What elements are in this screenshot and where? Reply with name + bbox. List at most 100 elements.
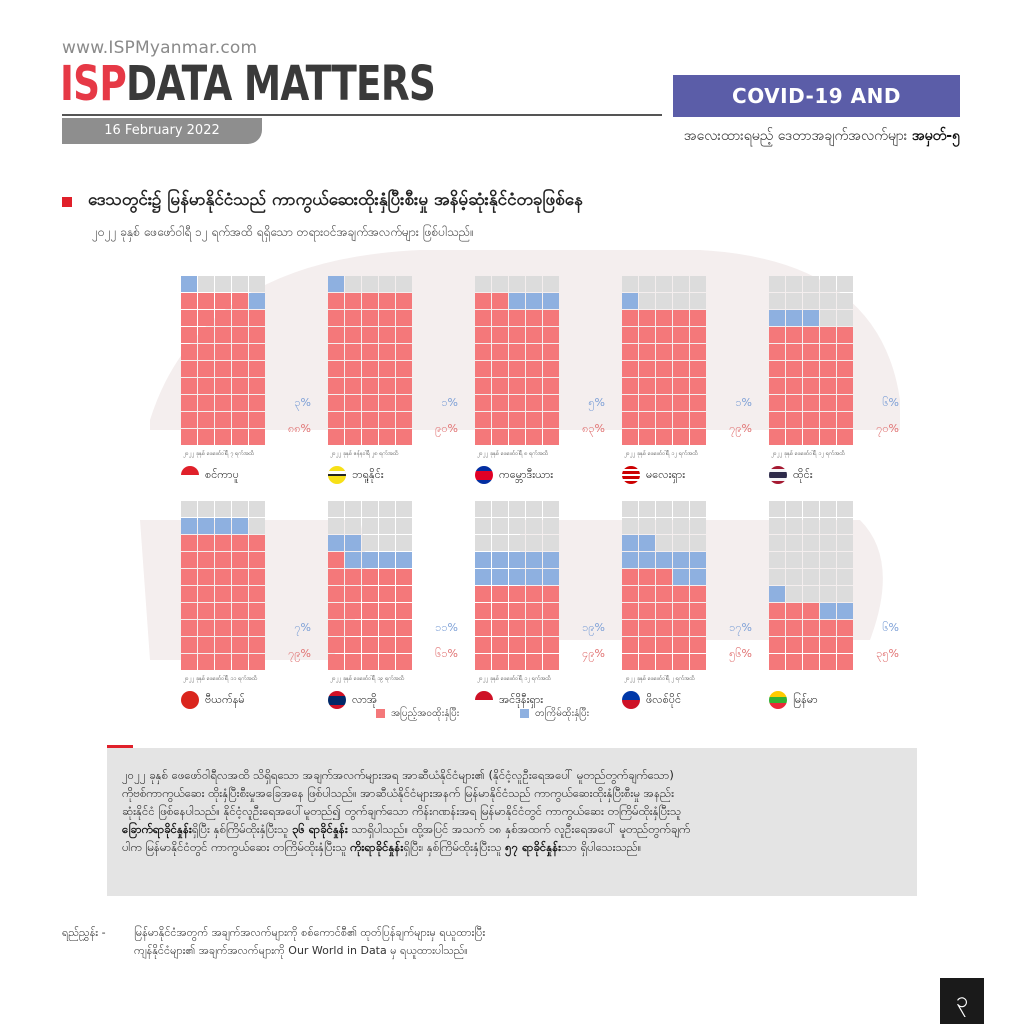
waffle-cell-full [328,429,344,445]
waffle-cell-full [198,586,214,602]
waffle-cell-full [492,429,508,445]
waffle-cell-full [249,412,265,428]
waffle-cell-full [475,395,491,411]
series-number: အမှတ်-၅ [911,128,960,144]
waffle-cell-full [215,378,231,394]
waffle-cell-full [475,654,491,670]
waffle-cell-partial [181,276,197,292]
partial-percent-label: ၁၁% [435,621,458,634]
waffle-cell-partial [543,552,559,568]
full-percent-label: ၃၅% [876,647,899,660]
waffle-cell-full [656,310,672,326]
waffle-cell-partial [345,535,361,551]
waffle-cell-full [396,395,412,411]
waffle-grid [622,276,706,445]
legend-full-swatch [376,709,385,718]
waffle-cell-full [232,429,248,445]
legend-partial-swatch [520,709,529,718]
waffle-cell-full [803,637,819,653]
waffle-cell-empty [786,518,802,534]
waffle-cell-full [837,378,853,394]
waffle-cell-empty [837,293,853,309]
source-label: ရည်ညွှန်း - [62,926,106,939]
note-end-2: သာ ရှိပါသေးသည်။ [561,840,642,854]
waffle-cell-empty [543,501,559,517]
waffle-cell-full [345,378,361,394]
waffle-cell-full [622,327,638,343]
waffle-cell-full [215,637,231,653]
partial-percent-label: ၆% [882,396,899,409]
waffle-cell-full [492,310,508,326]
site-url[interactable]: www.ISPMyanmar.com [62,38,258,58]
waffle-cell-full [639,586,655,602]
waffle-cell-empty [673,518,689,534]
waffle-cell-full [181,603,197,619]
waffle-cell-full [526,620,542,636]
country-name: ကမ္ဘောဒီးယား [499,468,554,481]
waffle-cell-empty [820,293,836,309]
waffle-cell-full [673,344,689,360]
myanmar-flag-icon [769,691,787,709]
waffle-cell-full [837,361,853,377]
country-panel: ၆% ၇၀% ၂၀၂၂ ခုနှစ် ဖေဖော်ဝါရီ ၁၂ ရက်အထိ ထို… [769,276,899,486]
note-mid-1: ရှိပြီး နှစ်ကြိမ်ထိုးနှံပြီးသူ [191,822,289,836]
waffle-cell-full [509,637,525,653]
waffle-cell-empty [786,552,802,568]
series-subtitle: အလေးထားရမည့် ဒေတာအချက်အလက်များ အမှတ်-၅ [590,126,960,147]
waffle-cell-full [249,637,265,653]
waffle-cell-full [673,586,689,602]
waffle-cell-full [690,310,706,326]
waffle-cell-full [837,637,853,653]
waffle-cell-full [837,344,853,360]
note-bold-3: ကိုးရာခိုင်နှုန်း [350,840,404,854]
waffle-cell-empty [345,501,361,517]
vietnam-flag-icon [181,691,199,709]
waffle-cell-full [769,637,785,653]
waffle-cell-empty [837,518,853,534]
laos-flag-icon [328,691,346,709]
partial-percent-label: ၁၉% [582,621,605,634]
waffle-cell-empty [622,501,638,517]
waffle-grid [475,501,559,670]
waffle-cell-full [249,552,265,568]
waffle-cell-empty [509,276,525,292]
waffle-cell-full [215,327,231,343]
waffle-cell-full [379,378,395,394]
waffle-cell-full [362,412,378,428]
waffle-cell-empty [396,518,412,534]
waffle-cell-empty [820,552,836,568]
waffle-cell-partial [639,552,655,568]
waffle-cell-full [181,569,197,585]
country-name: အင်ဒိုနီးရှား [499,693,544,706]
waffle-cell-empty [656,293,672,309]
waffle-cell-full [803,344,819,360]
waffle-cell-full [215,654,231,670]
waffle-cell-full [249,361,265,377]
waffle-cell-full [622,637,638,653]
country-panel: ၆% ၃၅% မြန်မာ [769,501,899,711]
waffle-cell-partial [803,310,819,326]
waffle-cell-full [396,344,412,360]
waffle-cell-full [362,620,378,636]
waffle-cell-partial [475,569,491,585]
waffle-cell-full [249,569,265,585]
waffle-cell-full [690,361,706,377]
partial-percent-label: ၆% [882,621,899,634]
waffle-cell-full [803,361,819,377]
waffle-cell-full [543,637,559,653]
waffle-cell-full [656,344,672,360]
waffle-cell-empty [803,586,819,602]
partial-percent-label: ၇% [294,621,311,634]
full-percent-label: ၉၀% [435,422,458,435]
waffle-cell-full [509,310,525,326]
waffle-cell-full [198,654,214,670]
partial-percent-label: ၁% [441,396,458,409]
waffle-cell-full [475,637,491,653]
waffle-cell-partial [181,518,197,534]
waffle-cell-empty [328,518,344,534]
waffle-cell-full [379,654,395,670]
waffle-cell-full [345,361,361,377]
waffle-cell-empty [690,535,706,551]
waffle-cell-empty [673,501,689,517]
country-name: လာအို [352,693,377,706]
